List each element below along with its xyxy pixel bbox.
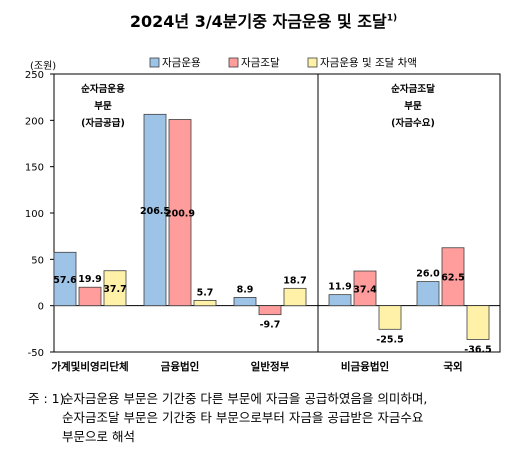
- data-label: -25.5: [376, 334, 403, 345]
- bar: [283, 287, 307, 307]
- bar: [78, 286, 102, 307]
- data-label: 11.9: [328, 282, 351, 293]
- category-label: 일반정부: [251, 360, 290, 373]
- legend-label: 자금운용: [162, 57, 201, 69]
- y-tick-label: -50: [28, 348, 44, 359]
- bar: [53, 251, 77, 307]
- bar: [441, 247, 465, 307]
- legend-label: 자금운용 및 조달 차액: [320, 57, 417, 69]
- bar: [416, 281, 440, 307]
- bar: [466, 305, 490, 340]
- bar: [233, 297, 257, 307]
- bar: [353, 270, 377, 307]
- panel-left-annotation: (자금공급): [81, 117, 125, 129]
- chart-title-footnote-mark: 1): [386, 13, 398, 24]
- legend-swatch: [307, 57, 318, 68]
- footnote-body: 순자금운용 부문은 기간중 다른 부문에 자금을 공급하였음을 의미하며, 순자…: [62, 389, 504, 446]
- data-label: 37.7: [103, 284, 126, 295]
- data-label: 37.4: [353, 284, 377, 295]
- legend-label: 자금조달: [241, 57, 280, 69]
- data-label: 5.7: [197, 287, 214, 298]
- chart-title-text: 2024년 3/4분기중 자금운용 및 조달: [129, 12, 387, 31]
- chart-title: 2024년 3/4분기중 자금운용 및 조달1): [0, 8, 527, 32]
- data-label: -9.7: [260, 320, 281, 331]
- y-tick-label: 100: [25, 209, 44, 220]
- footnote: 주 : 1) 순자금운용 부문은 기간중 다른 부문에 자금을 공급하였음을 의…: [28, 389, 504, 446]
- data-label: 8.9: [237, 284, 254, 295]
- footnote-line: 부문으로 해석: [62, 429, 135, 444]
- bar: [328, 294, 352, 307]
- category-label: 가계및비영리단체: [51, 360, 128, 373]
- legend-swatch: [149, 57, 160, 68]
- panel-left-annotation: 순자금운용: [81, 83, 125, 95]
- data-label: 26.0: [416, 269, 440, 280]
- bar: [103, 270, 127, 307]
- panel-right-annotation: (자금수요): [391, 117, 435, 129]
- y-tick-label: 200: [25, 116, 44, 127]
- panel-right-annotation: 부문: [404, 100, 422, 112]
- bar: [168, 119, 192, 307]
- bar: [258, 305, 282, 316]
- panel-right-annotation: 순자금조달: [391, 83, 435, 95]
- y-tick-label: 250: [25, 70, 44, 81]
- legend-swatch: [228, 57, 239, 68]
- footnote-line: 순자금조달 부문은 기간중 타 부문으로부터 자금을 공급받은 자금수요: [62, 410, 424, 425]
- category-label: 비금융법인: [341, 360, 389, 373]
- y-tick-label: 0: [38, 302, 44, 313]
- bar: [143, 113, 167, 307]
- y-unit-label: (조원): [30, 60, 56, 72]
- category-label: 금융법인: [161, 360, 200, 373]
- y-tick-label: 150: [25, 163, 44, 174]
- data-label: 206.5: [140, 206, 170, 217]
- data-label: 200.9: [165, 209, 195, 220]
- footnote-line: 순자금운용 부문은 기간중 다른 부문에 자금을 공급하였음을 의미하며,: [62, 391, 428, 406]
- data-label: 19.9: [78, 274, 101, 285]
- data-label: 62.5: [441, 273, 464, 284]
- footnote-prefix: 주 : 1): [28, 391, 65, 406]
- bar: [378, 305, 402, 330]
- panel-left-annotation: 부문: [94, 100, 112, 112]
- category-label: 국외: [443, 361, 462, 373]
- data-label: -36.5: [464, 344, 491, 355]
- data-label: 18.7: [283, 275, 306, 286]
- data-label: 57.6: [53, 275, 77, 286]
- bar: [193, 299, 217, 307]
- y-tick-label: 50: [31, 255, 44, 266]
